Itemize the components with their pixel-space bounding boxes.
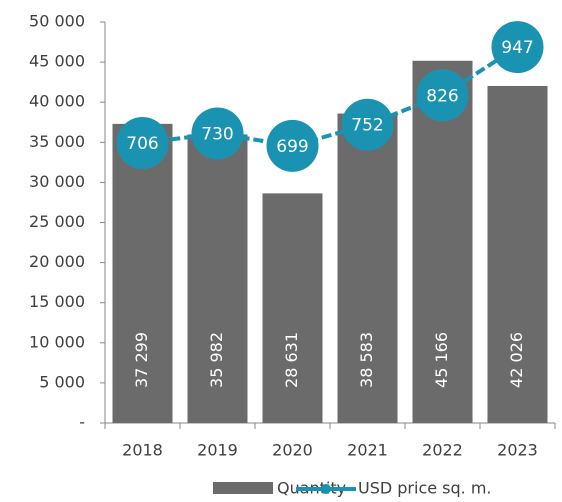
y-tick-label: 20 000 [29,252,85,271]
line-value-label: 826 [426,86,458,106]
y-tick-label: 30 000 [29,172,85,191]
line-marker [116,117,169,170]
x-tick-label: 2023 [497,441,538,460]
bar [112,123,173,423]
bar [262,193,323,423]
x-tick-label: 2018 [122,441,163,460]
x-tick-label: 2020 [272,441,313,460]
y-tick-label: 50 000 [29,12,85,31]
bar-value-label: 38 583 [357,332,376,388]
y-tick-label: 35 000 [29,132,85,151]
bar-value-label: 42 026 [507,332,526,388]
y-tick-label: 45 000 [29,52,85,71]
x-tick-label: 2022 [422,441,463,460]
line-value-label: 730 [201,124,233,144]
line-value-label: 752 [351,116,383,136]
y-tick-label: 40 000 [29,92,85,111]
x-tick-label: 2019 [197,441,238,460]
x-tick-label: 2021 [347,441,388,460]
line-value-label: 947 [501,38,533,58]
legend-swatch [321,484,331,494]
y-tick-label: 15 000 [29,292,85,311]
line-marker [416,69,469,122]
line-marker [341,98,394,151]
line-value-label: 699 [276,137,308,157]
bar [337,113,398,424]
line-value-label: 706 [126,134,158,154]
line-marker [491,21,544,74]
y-tick-label: 5 000 [39,372,85,391]
legend-label: USD price sq. m. [358,479,492,498]
y-tick-label: 25 000 [29,212,85,231]
bar-value-label: 45 166 [432,332,451,388]
bar-value-label: 37 299 [132,332,151,388]
y-tick-label: - [79,413,85,432]
y-tick-label: 10 000 [29,332,85,351]
bar [487,85,548,423]
bar [187,134,248,423]
legend-swatch [213,482,273,494]
line-marker [191,107,244,160]
bar-value-label: 35 982 [207,332,226,388]
bar-value-label: 28 631 [282,332,301,388]
line-marker [266,119,319,172]
